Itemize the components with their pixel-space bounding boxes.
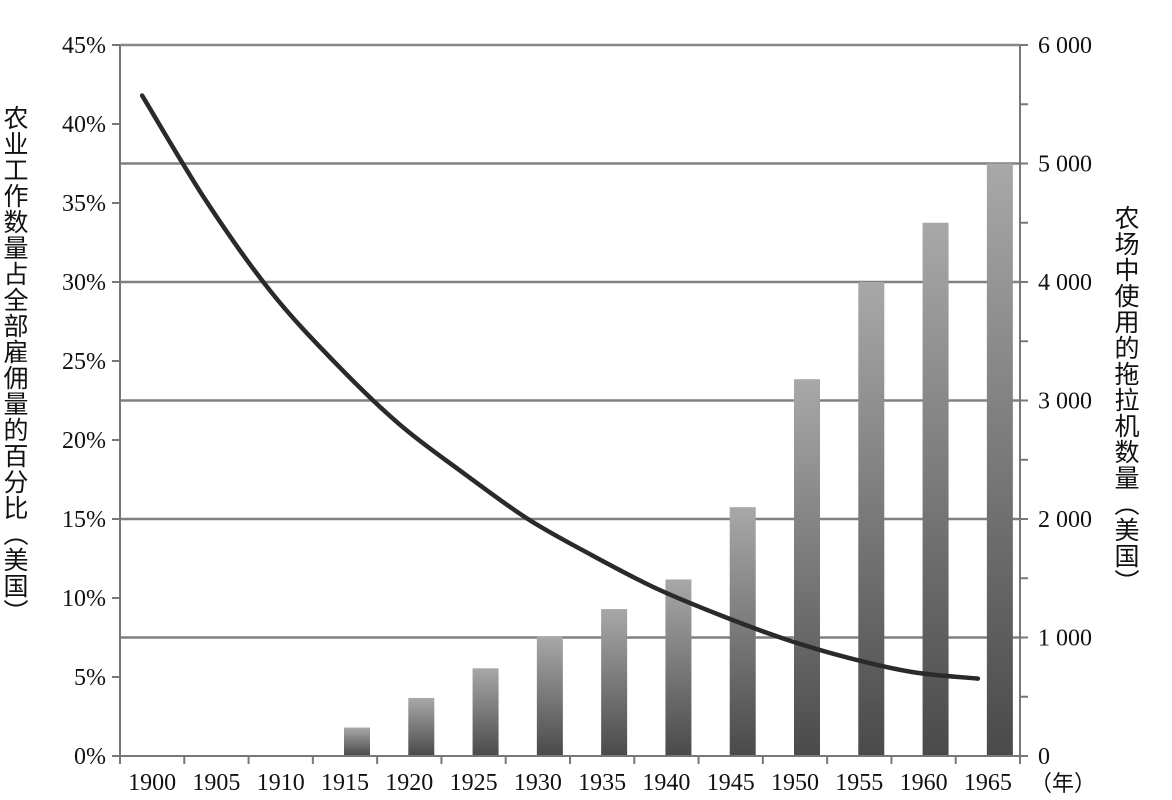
left-tick-label: 30% (62, 270, 106, 296)
bar-1925 (472, 668, 499, 756)
bar-1960 (922, 222, 949, 756)
left-tick-label: 15% (62, 507, 106, 533)
left-tick-label: 0% (74, 744, 106, 770)
x-tick-label-1955: 1955 (835, 770, 883, 796)
right-tick-label: 4 000 (1038, 270, 1092, 296)
x-tick-label-1930: 1930 (514, 770, 562, 796)
x-tick-label-1940: 1940 (642, 770, 690, 796)
x-tick-label-1950: 1950 (771, 770, 819, 796)
bar-1920 (408, 697, 435, 756)
bar-1935 (601, 609, 628, 756)
left-tick-label: 20% (62, 428, 106, 454)
right-axis-ticks: 0 1 000 2 000 3 000 4 000 5 000 6 000 (1020, 33, 1092, 770)
left-tick-label: 40% (62, 112, 106, 138)
line-path (139, 93, 981, 681)
bar-1950 (794, 379, 820, 756)
bar-1940 (665, 579, 692, 756)
gridlines (120, 43, 1020, 639)
x-tick-label-1910: 1910 (257, 770, 305, 796)
left-axis-label: 农业工作数量占全部雇佣量的百分比（美国） (0, 105, 29, 625)
line-series (139, 93, 981, 681)
left-tick-label: 10% (62, 586, 106, 612)
right-tick-label: 6 000 (1038, 33, 1092, 59)
x-tick-label-1905: 1905 (192, 770, 240, 796)
left-tick-label: 35% (62, 191, 106, 217)
left-tick-label: 5% (74, 665, 106, 691)
right-axis-label: 农场中使用的拖拉机数量（美国） (1111, 205, 1140, 595)
right-tick-label: 1 000 (1038, 626, 1092, 652)
x-tick-label-1925: 1925 (450, 770, 498, 796)
x-tick-label-1935: 1935 (578, 770, 626, 796)
bar-1915 (344, 727, 370, 756)
right-tick-label: 5 000 (1038, 152, 1092, 178)
x-axis-unit: （年） (1030, 772, 1097, 797)
x-axis-ticks: 1900 1905 1910 1915 1920 1925 1930 1935 1940 1945… (119, 756, 1021, 796)
bar-series (344, 163, 1013, 756)
left-axis-ticks: 0% 5% 10% 15% 20% 25% 30% 35% 40% 45% (62, 33, 120, 770)
x-tick-label-1920: 1920 (385, 770, 433, 796)
left-tick-label: 25% (62, 349, 106, 375)
x-tick-label-1960: 1960 (900, 770, 948, 796)
x-tick-label-1945: 1945 (707, 770, 755, 796)
bar-1930 (536, 636, 563, 756)
x-tick-label-1915: 1915 (321, 770, 369, 796)
bar-1955 (858, 282, 885, 756)
x-tick-label-1900: 1900 (128, 770, 176, 796)
right-tick-label: 3 000 (1038, 389, 1092, 415)
bar-1965 (986, 163, 1013, 756)
right-tick-label: 0 (1038, 744, 1050, 770)
x-tick-label-1965: 1965 (964, 770, 1012, 796)
bar-1945 (729, 507, 756, 756)
right-tick-label: 2 000 (1038, 507, 1092, 533)
left-tick-label: 45% (62, 33, 106, 59)
